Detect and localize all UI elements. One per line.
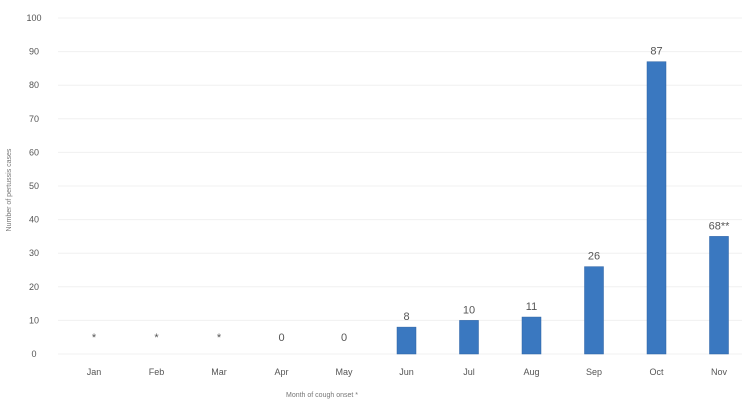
data-label: * — [217, 332, 222, 344]
y-tick-label: 100 — [26, 13, 41, 23]
y-tick-label: 0 — [31, 349, 36, 359]
y-tick-label: 10 — [29, 315, 39, 325]
x-category-label: Feb — [149, 367, 165, 377]
x-category-label: Nov — [711, 367, 728, 377]
data-label: * — [154, 332, 159, 344]
x-category-label: Oct — [649, 367, 664, 377]
y-tick-label: 30 — [29, 248, 39, 258]
data-label: 0 — [278, 332, 284, 344]
y-tick-label: 60 — [29, 147, 39, 157]
data-label: 87 — [650, 46, 662, 58]
bar — [521, 316, 542, 355]
data-labels: * * * 0 0 8 10 11 26 87 68** — [92, 46, 730, 344]
bar — [646, 61, 667, 355]
data-label: 68** — [709, 220, 731, 232]
x-axis-title: Month of cough onset * — [286, 392, 358, 399]
y-axis-title: Number of pertussis cases — [6, 148, 13, 231]
x-category-label: Apr — [274, 367, 288, 377]
y-tick-label: 50 — [29, 181, 39, 191]
bar — [459, 320, 479, 355]
y-tick-label: 70 — [29, 114, 39, 124]
bars — [396, 61, 729, 355]
gridlines — [58, 17, 742, 355]
x-category-label: Aug — [523, 367, 539, 377]
x-category-label: Mar — [211, 367, 227, 377]
x-category-label: Jun — [399, 367, 414, 377]
data-label: 10 — [463, 304, 475, 316]
y-tick-label: 90 — [29, 47, 39, 57]
data-label: 26 — [588, 251, 600, 263]
data-label: * — [92, 332, 97, 344]
x-axis-categories: Jan Feb Mar Apr May Jun Jul Aug Sep Oct Nov — [87, 367, 728, 377]
data-label: 11 — [526, 301, 537, 313]
x-category-label: Jan — [87, 367, 102, 377]
y-tick-label: 20 — [29, 282, 39, 292]
y-tick-label: 80 — [29, 80, 39, 90]
bar — [396, 326, 417, 355]
bar — [709, 236, 729, 355]
y-tick-label: 40 — [29, 215, 39, 225]
x-category-label: May — [335, 367, 353, 377]
data-label: 0 — [341, 332, 347, 344]
x-category-label: Jul — [463, 367, 475, 377]
y-axis-ticks: 0 10 20 30 40 50 60 70 80 90 100 — [26, 13, 41, 359]
data-label: 8 — [403, 311, 409, 323]
x-category-label: Sep — [586, 367, 602, 377]
bar — [584, 266, 604, 355]
